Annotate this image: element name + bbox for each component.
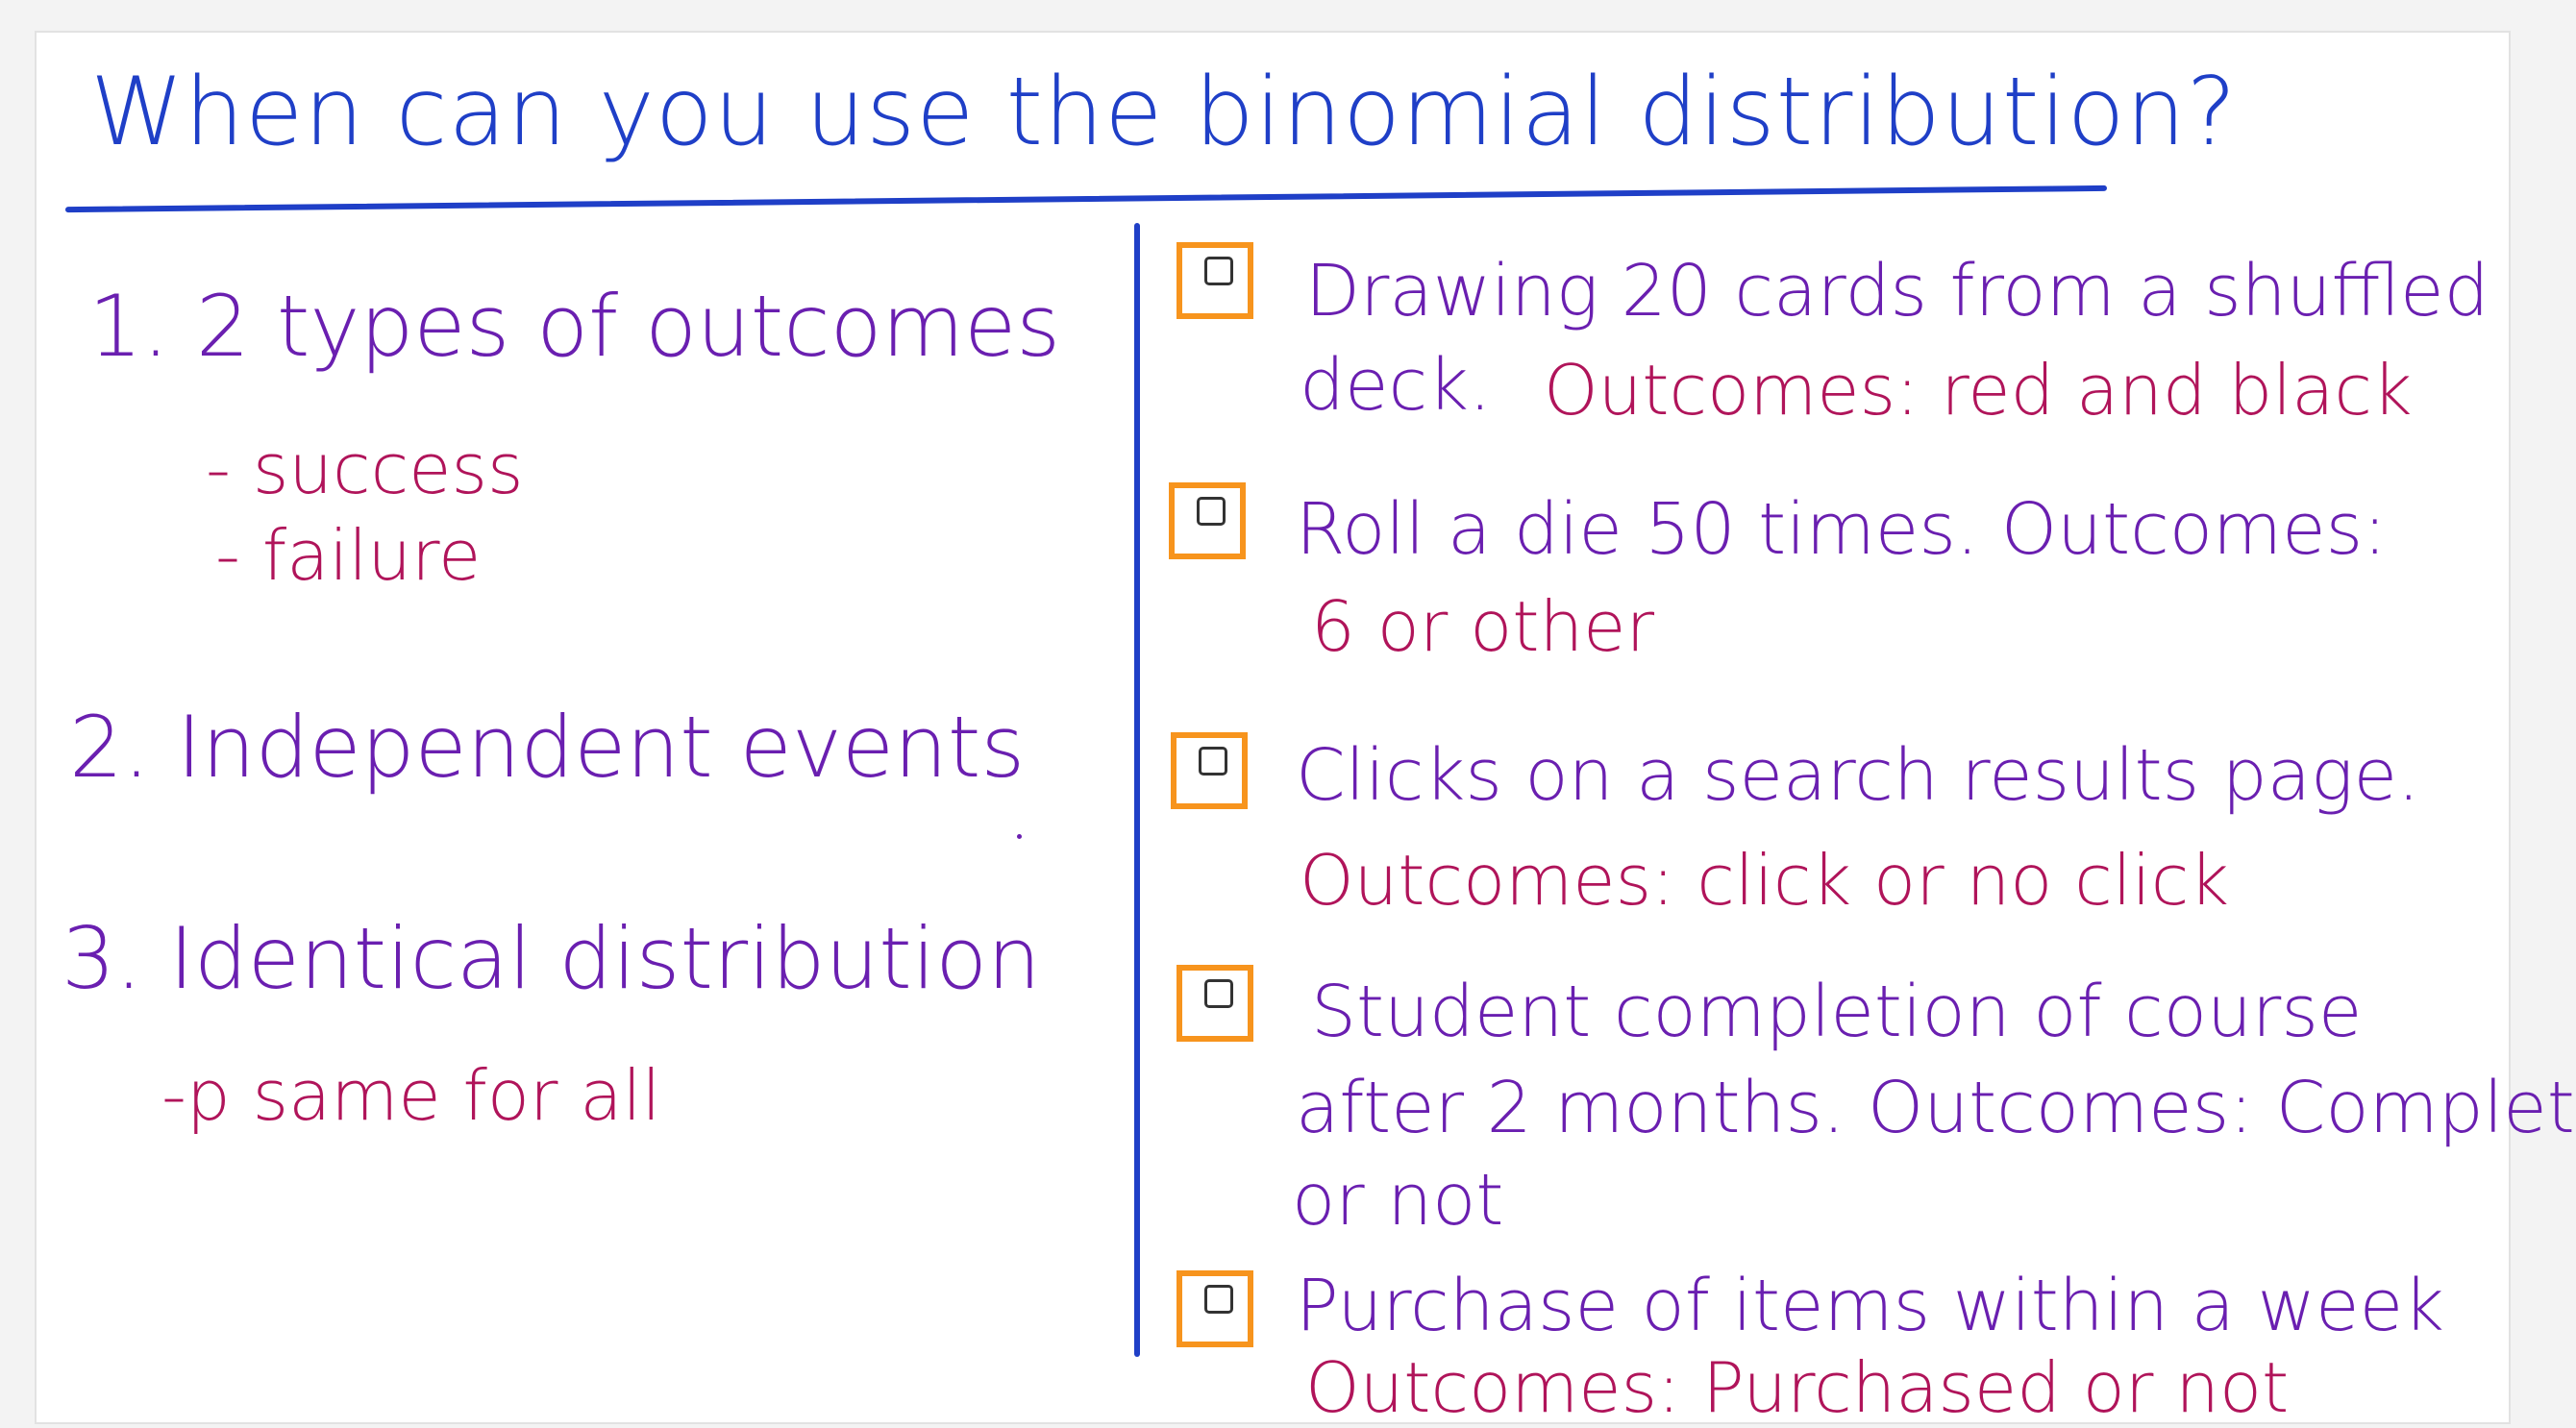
option-1-outcomes: Outcomes: red and black [1544, 350, 2413, 431]
option-1-line-2a: deck. [1300, 344, 1492, 427]
option-3-line-2: Outcomes: click or no click [1300, 840, 2230, 921]
option-3-checkbox[interactable] [1171, 732, 1248, 809]
option-1-line-1: Drawing 20 cards from a shuffled [1305, 250, 2489, 332]
option-5-line-1: Purchase of items within a week [1296, 1265, 2444, 1347]
stray-dot [1017, 834, 1022, 839]
option-4-line-2: after 2 months. Outcomes: Complete [1296, 1067, 2576, 1149]
checkbox-icon [1204, 979, 1233, 1008]
whiteboard: When can you use the binomial distributi… [35, 31, 2576, 1428]
option-4-line-3: or not [1292, 1159, 1504, 1242]
option-4-line-1: Student completion of course [1311, 971, 2363, 1053]
criterion-1-success: - success [206, 429, 524, 509]
criterion-3: 3. Identical distribution [62, 909, 1041, 1008]
option-5-line-2: Outcomes: Purchased or not [1305, 1347, 2290, 1428]
checkbox-icon [1204, 1285, 1233, 1314]
title-underline [65, 185, 2107, 213]
option-4-checkbox[interactable] [1177, 965, 1253, 1042]
criterion-2: 2. Independent events [69, 698, 1026, 797]
option-2-line-1: Roll a die 50 times. Outcomes: [1296, 488, 2388, 571]
checkbox-icon [1197, 497, 1226, 526]
option-2-checkbox[interactable] [1169, 482, 1246, 559]
option-3-line-1: Clicks on a search results page. [1296, 734, 2420, 817]
option-1-checkbox[interactable] [1177, 242, 1253, 319]
option-2-line-2: 6 or other [1311, 586, 1655, 667]
page-title: When can you use the binomial distributi… [90, 58, 2238, 167]
criterion-1: 1. 2 types of outcomes [88, 277, 1061, 376]
checkbox-icon [1204, 257, 1233, 285]
criterion-3-p-same: -p same for all [161, 1055, 661, 1136]
option-5-checkbox[interactable] [1177, 1270, 1253, 1347]
checkbox-icon [1199, 747, 1227, 776]
criterion-1-failure: - failure [215, 515, 482, 596]
column-divider [1134, 223, 1140, 1357]
